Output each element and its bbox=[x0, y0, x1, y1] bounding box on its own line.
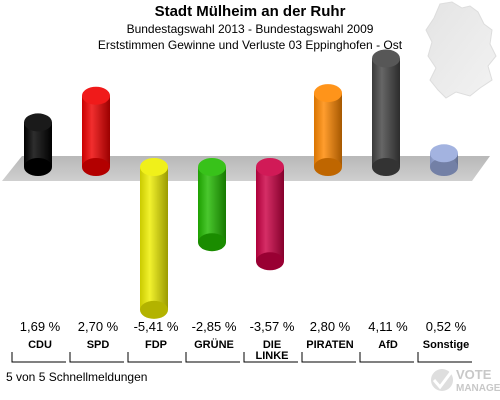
bar-body-afd bbox=[372, 58, 400, 167]
category-label-die-linke-line2: LINKE bbox=[256, 350, 289, 362]
value-label-gr-ne: -2,85 % bbox=[192, 319, 237, 334]
bar-body-spd bbox=[82, 95, 110, 167]
reports-status: 5 von 5 Schnellmeldungen bbox=[6, 370, 148, 384]
bar-bottom-spd bbox=[82, 158, 110, 176]
chart-title: Stadt Mülheim an der Ruhr bbox=[154, 3, 346, 20]
bar-top-sonstige bbox=[430, 144, 458, 163]
category-label-spd: SPD bbox=[87, 339, 110, 351]
value-label-spd: 2,70 % bbox=[78, 319, 119, 334]
category-tick-die-linke bbox=[243, 352, 298, 363]
bar-spd bbox=[82, 86, 110, 176]
logo-check-icon bbox=[432, 370, 454, 390]
category-label-fdp: FDP bbox=[145, 339, 167, 351]
logo-text: VOTE bbox=[456, 367, 492, 382]
bar-bottom-sonstige bbox=[430, 158, 458, 176]
logo-subtext: MANAGER bbox=[456, 383, 500, 394]
category-label-gr-ne: GRÜNE bbox=[194, 338, 234, 351]
bar-fdp bbox=[140, 158, 168, 319]
category-label-sonstige: Sonstige bbox=[423, 339, 469, 351]
category-tick-fdp bbox=[127, 352, 182, 363]
category-label-cdu: CDU bbox=[28, 339, 52, 351]
category-tick-spd bbox=[69, 352, 124, 363]
bar-die-linke bbox=[256, 158, 284, 271]
bar-top-fdp bbox=[140, 158, 168, 176]
category-label-piraten: PIRATEN bbox=[306, 339, 354, 351]
value-label-sonstige: 0,52 % bbox=[426, 319, 467, 334]
value-label-die-linke: -3,57 % bbox=[250, 319, 295, 334]
germany-map-icon bbox=[425, 1, 497, 99]
bar-cdu bbox=[24, 113, 52, 176]
bar-body-fdp bbox=[140, 167, 168, 310]
bar-body-die-linke bbox=[256, 167, 284, 262]
category-tick-afd bbox=[359, 352, 414, 363]
bar-bottom-piraten bbox=[314, 158, 342, 176]
bar-bottom-die-linke bbox=[256, 252, 284, 271]
category-tick-cdu bbox=[11, 352, 66, 363]
bar-top-die-linke bbox=[256, 158, 284, 176]
value-label-afd: 4,11 % bbox=[368, 319, 408, 334]
bar-sonstige bbox=[430, 144, 458, 176]
baseline-band bbox=[2, 156, 490, 181]
bar-top-spd bbox=[82, 86, 110, 105]
bar-bottom-fdp bbox=[140, 300, 168, 319]
category-label-die-linke-line1: DIE bbox=[263, 339, 281, 351]
chart-subtitle-elections: Bundestagswahl 2013 - Bundestagswahl 200… bbox=[126, 22, 374, 36]
value-label-cdu: 1,69 % bbox=[20, 319, 61, 334]
bar-piraten bbox=[314, 84, 342, 176]
bars-layer bbox=[24, 49, 458, 319]
value-label-fdp: -5,41 % bbox=[134, 319, 179, 334]
bar-afd bbox=[372, 49, 400, 176]
labels-layer: 1,69 % CDU 2,70 % SPD -5,41 % FDP -2,85 % GRÜNE… bbox=[11, 319, 472, 363]
bar-top-gr-ne bbox=[198, 158, 226, 176]
category-tick-sonstige bbox=[417, 352, 472, 363]
category-label-afd: AfD bbox=[378, 339, 398, 351]
value-label-piraten: 2,80 % bbox=[310, 319, 351, 334]
bar-bottom-afd bbox=[372, 158, 400, 176]
bar-body-piraten bbox=[314, 93, 342, 167]
bar-top-cdu bbox=[24, 113, 52, 132]
bar-top-afd bbox=[372, 49, 400, 68]
category-tick-piraten bbox=[301, 352, 356, 363]
bar-bottom-cdu bbox=[24, 158, 52, 176]
bar-bottom-gr-ne bbox=[198, 233, 226, 252]
bar-body-gr-ne bbox=[198, 167, 226, 243]
bar-top-piraten bbox=[314, 84, 342, 103]
bar-gr-ne bbox=[198, 158, 226, 252]
category-tick-gr-ne bbox=[185, 352, 240, 363]
votemanager-logo: VOTE MANAGER bbox=[431, 367, 500, 394]
chart-subtitle-district: Erststimmen Gewinne und Verluste 03 Eppi… bbox=[97, 38, 403, 52]
